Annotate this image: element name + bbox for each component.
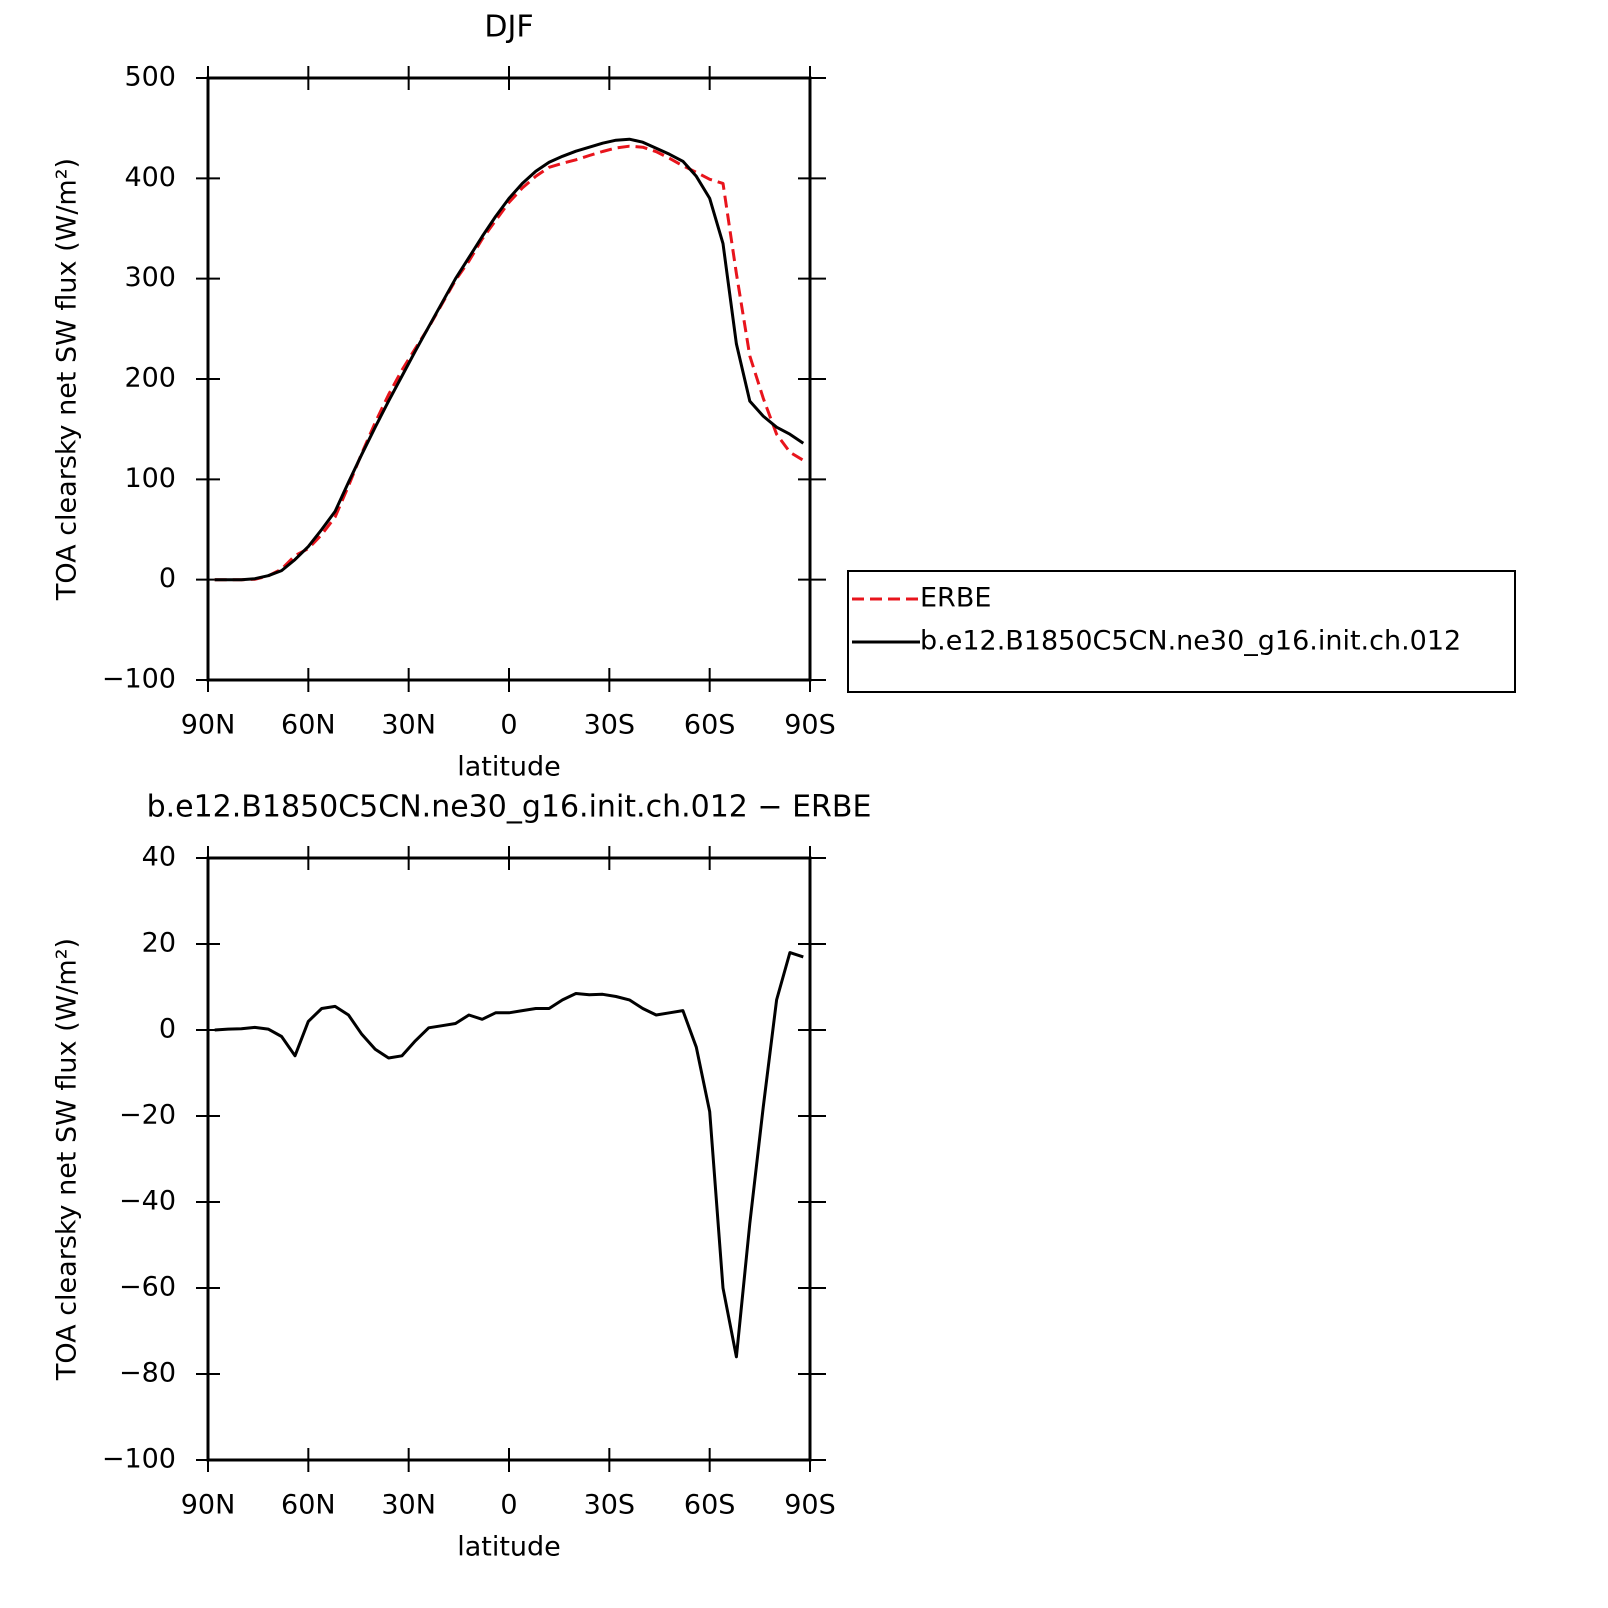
x-axis-label: latitude [457,752,561,783]
x-tick-label: 30N [381,710,436,741]
x-tick-label: 90N [181,710,236,741]
y-tick-label: 0 [159,1014,176,1045]
y-tick-label: 400 [124,162,176,193]
y-tick-label: 40 [142,842,176,873]
y-tick-label: 300 [124,262,176,293]
legend-box [847,570,1516,693]
x-tick-label: 0 [500,710,517,741]
x-tick-label: 30N [381,1490,436,1521]
x-tick-label: 30S [584,1490,636,1521]
y-axis-label: TOA clearsky net SW flux (W/m²) [52,938,83,1381]
y-tick-label: −60 [119,1272,176,1303]
y-tick-label: −40 [119,1186,176,1217]
x-tick-label: 90S [784,710,836,741]
series-line [214,144,805,582]
x-tick-label: 0 [500,1490,517,1521]
y-tick-label: −20 [119,1100,176,1131]
legend-label: b.e12.B1850C5CN.ne30_g16.init.ch.012 [920,626,1461,657]
y-axis-label: TOA clearsky net SW flux (W/m²) [52,158,83,601]
series-line [214,951,804,1359]
x-tick-label: 90S [784,1490,836,1521]
x-tick-label: 60N [281,1490,336,1521]
y-tick-label: 500 [124,62,176,93]
y-tick-label: −100 [102,664,176,695]
y-tick-label: 20 [142,928,176,959]
chart-title: DJF [484,10,533,45]
x-tick-label: 60S [684,1490,736,1521]
chart-title: b.e12.B1850C5CN.ne30_g16.init.ch.012 − E… [147,790,872,825]
y-tick-label: 0 [159,563,176,594]
x-tick-label: 90N [181,1490,236,1521]
x-tick-label: 60N [281,710,336,741]
x-tick-label: 60S [684,710,736,741]
legend-label: ERBE [920,583,991,614]
plot-frame [206,76,812,682]
y-tick-label: −80 [119,1358,176,1389]
x-axis-label: latitude [457,1532,561,1563]
y-tick-label: 200 [124,363,176,394]
series-line [214,137,805,582]
plot-frame [206,856,812,1462]
x-tick-label: 30S [584,710,636,741]
y-tick-label: 100 [124,463,176,494]
y-tick-label: −100 [102,1444,176,1475]
